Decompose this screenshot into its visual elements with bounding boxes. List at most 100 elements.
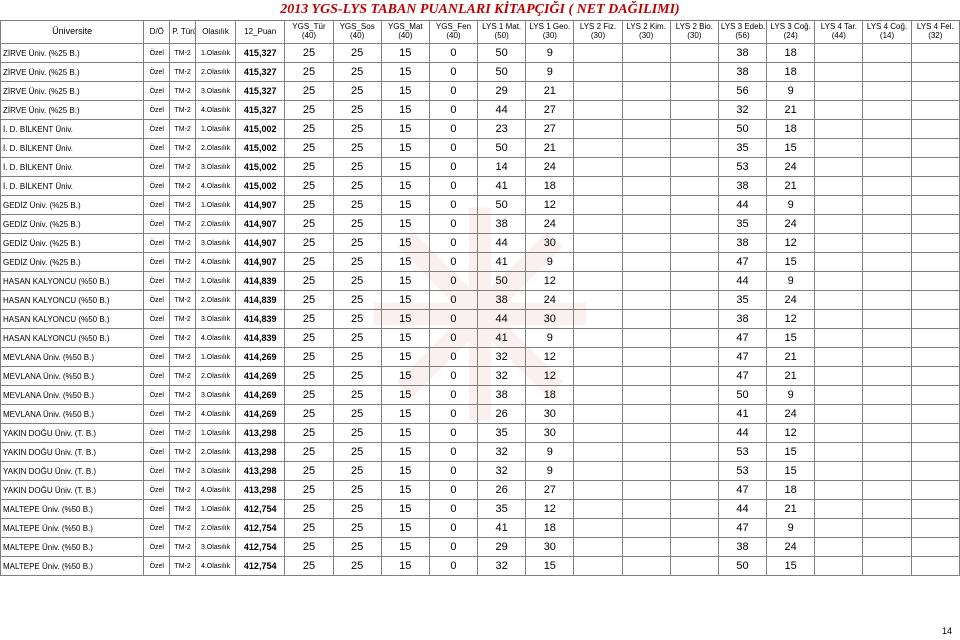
cell-value: 38 xyxy=(478,291,526,310)
cell-value: 38 xyxy=(478,215,526,234)
cell-value: 15 xyxy=(767,139,815,158)
cell-value: 41 xyxy=(478,253,526,272)
cell-olasilik: 4.Olasılık xyxy=(196,177,236,196)
cell-value: 25 xyxy=(333,82,381,101)
cell-value xyxy=(670,272,718,291)
cell-value xyxy=(622,462,670,481)
cell-value xyxy=(574,310,622,329)
cell-puan: 415,002 xyxy=(236,120,285,139)
cell-value: 38 xyxy=(718,310,766,329)
table-row: GEDİZ Üniv. (%25 B.)ÖzelTM-22.Olasılık41… xyxy=(1,215,960,234)
cell-value: 35 xyxy=(478,500,526,519)
cell-value: 9 xyxy=(767,386,815,405)
cell-value xyxy=(622,443,670,462)
cell-value: 9 xyxy=(767,272,815,291)
column-header: YGS_Sos(40) xyxy=(333,21,381,44)
column-header: Olasılık xyxy=(196,21,236,44)
cell-value: 25 xyxy=(285,462,333,481)
cell-value: 24 xyxy=(767,291,815,310)
cell-ptype: TM-2 xyxy=(170,101,196,120)
cell-ptype: TM-2 xyxy=(170,538,196,557)
cell-ptype: TM-2 xyxy=(170,329,196,348)
cell-value xyxy=(670,253,718,272)
page-number: 14 xyxy=(942,626,952,636)
cell-value xyxy=(815,519,863,538)
cell-value xyxy=(911,405,959,424)
cell-value: 15 xyxy=(381,234,429,253)
cell-value xyxy=(815,63,863,82)
cell-value xyxy=(670,386,718,405)
cell-value xyxy=(574,253,622,272)
cell-puan: 414,839 xyxy=(236,329,285,348)
cell-value xyxy=(622,139,670,158)
cell-value: 0 xyxy=(429,101,477,120)
cell-value: 18 xyxy=(767,481,815,500)
cell-value xyxy=(670,519,718,538)
cell-university: GEDİZ Üniv. (%25 B.) xyxy=(1,215,144,234)
cell-value: 15 xyxy=(381,82,429,101)
cell-value: 30 xyxy=(526,234,574,253)
cell-value: 41 xyxy=(478,177,526,196)
table-row: İ. D. BİLKENT Üniv.ÖzelTM-22.Olasılık415… xyxy=(1,139,960,158)
table-row: İ. D. BİLKENT Üniv.ÖzelTM-24.Olasılık415… xyxy=(1,177,960,196)
cell-value: 25 xyxy=(285,348,333,367)
cell-do: Özel xyxy=(144,348,170,367)
cell-value: 15 xyxy=(381,405,429,424)
cell-value: 25 xyxy=(285,329,333,348)
cell-university: MALTEPE Üniv. (%50 B.) xyxy=(1,557,144,576)
cell-value: 15 xyxy=(381,329,429,348)
cell-university: YAKIN DOĞU Üniv. (T. B.) xyxy=(1,481,144,500)
cell-value xyxy=(622,177,670,196)
cell-value: 9 xyxy=(526,329,574,348)
cell-university: İ. D. BİLKENT Üniv. xyxy=(1,120,144,139)
cell-do: Özel xyxy=(144,481,170,500)
cell-value: 35 xyxy=(478,424,526,443)
cell-puan: 412,754 xyxy=(236,519,285,538)
cell-ptype: TM-2 xyxy=(170,120,196,139)
cell-value: 12 xyxy=(526,500,574,519)
table-row: MALTEPE Üniv. (%50 B.)ÖzelTM-22.Olasılık… xyxy=(1,519,960,538)
cell-olasilik: 2.Olasılık xyxy=(196,139,236,158)
cell-value: 15 xyxy=(381,120,429,139)
cell-value: 15 xyxy=(381,215,429,234)
cell-ptype: TM-2 xyxy=(170,158,196,177)
cell-value xyxy=(815,44,863,63)
cell-university: İ. D. BİLKENT Üniv. xyxy=(1,139,144,158)
cell-value xyxy=(670,158,718,177)
cell-value xyxy=(815,386,863,405)
table-row: MALTEPE Üniv. (%50 B.)ÖzelTM-23.Olasılık… xyxy=(1,538,960,557)
cell-olasilik: 1.Olasılık xyxy=(196,272,236,291)
cell-value: 25 xyxy=(333,500,381,519)
cell-ptype: TM-2 xyxy=(170,367,196,386)
cell-value: 25 xyxy=(285,386,333,405)
cell-value: 15 xyxy=(767,253,815,272)
cell-value: 18 xyxy=(526,386,574,405)
cell-university: ZİRVE Üniv. (%25 B.) xyxy=(1,82,144,101)
table-row: YAKIN DOĞU Üniv. (T. B.)ÖzelTM-24.Olasıl… xyxy=(1,481,960,500)
table-row: MEVLANA Üniv. (%50 B.)ÖzelTM-22.Olasılık… xyxy=(1,367,960,386)
cell-value: 25 xyxy=(285,519,333,538)
cell-value xyxy=(574,63,622,82)
cell-value: 15 xyxy=(381,158,429,177)
table-row: MALTEPE Üniv. (%50 B.)ÖzelTM-21.Olasılık… xyxy=(1,500,960,519)
cell-ptype: TM-2 xyxy=(170,519,196,538)
cell-value: 25 xyxy=(333,329,381,348)
cell-value: 0 xyxy=(429,196,477,215)
cell-value: 25 xyxy=(285,500,333,519)
cell-value: 32 xyxy=(478,443,526,462)
cell-olasilik: 2.Olasılık xyxy=(196,291,236,310)
cell-value: 15 xyxy=(381,177,429,196)
cell-value: 25 xyxy=(285,481,333,500)
cell-university: ZİRVE Üniv. (%25 B.) xyxy=(1,63,144,82)
cell-value: 21 xyxy=(767,101,815,120)
cell-puan: 412,754 xyxy=(236,500,285,519)
cell-value xyxy=(863,139,911,158)
cell-value xyxy=(911,443,959,462)
cell-value: 9 xyxy=(767,519,815,538)
table-row: YAKIN DOĞU Üniv. (T. B.)ÖzelTM-21.Olasıl… xyxy=(1,424,960,443)
cell-value xyxy=(911,519,959,538)
cell-value: 25 xyxy=(333,310,381,329)
cell-value xyxy=(670,557,718,576)
cell-value xyxy=(574,557,622,576)
cell-value: 30 xyxy=(526,538,574,557)
